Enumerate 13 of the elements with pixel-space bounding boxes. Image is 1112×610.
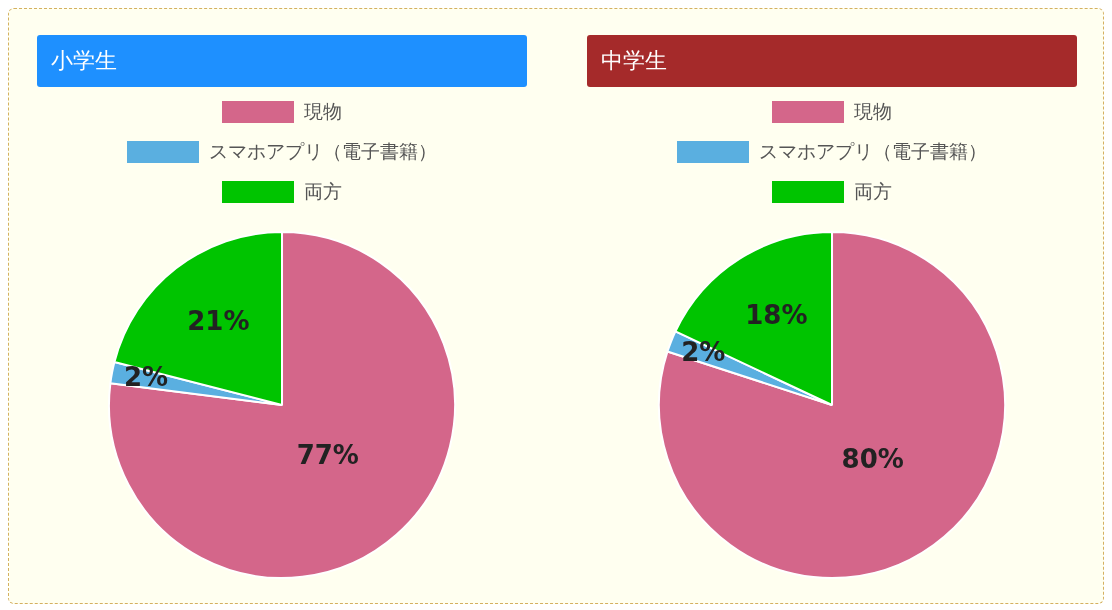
data-label: 18% [745, 300, 808, 331]
legend-label: 両方 [304, 179, 342, 204]
chart-title: 小学生 [37, 35, 527, 87]
data-label: 21% [187, 305, 250, 336]
data-label: 80% [841, 443, 904, 474]
legend-label: 現物 [304, 99, 342, 124]
data-label: 2% [123, 361, 169, 392]
legend-label: 両方 [854, 179, 892, 204]
legend-label: スマホアプリ（電子書籍） [759, 139, 987, 164]
data-label: 77% [296, 439, 359, 470]
legend-label: 現物 [854, 99, 892, 124]
legend-label: スマホアプリ（電子書籍） [209, 139, 437, 164]
chart-title: 中学生 [587, 35, 1077, 87]
